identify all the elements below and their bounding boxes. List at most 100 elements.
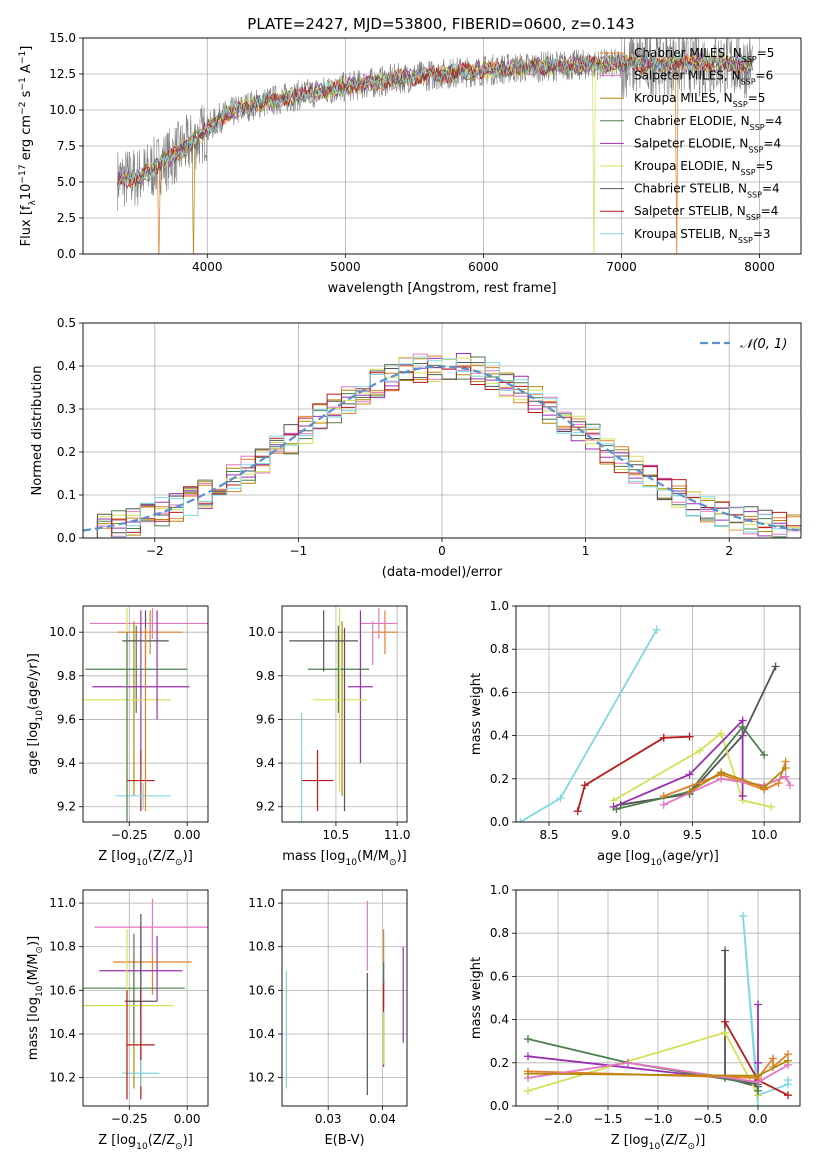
x-tick-label: −0.25 (111, 1112, 148, 1126)
weight-marker (612, 805, 621, 814)
weight-marker (659, 792, 668, 801)
residual-legend: 𝒩(0, 1) (700, 337, 787, 352)
x-axis-label: Z [log10(Z/Z⊙)] (98, 849, 193, 868)
errorbar-point (372, 610, 398, 654)
weight-marker (659, 733, 668, 742)
weight-line (689, 767, 787, 793)
y-axis-label: Flux [fλ10−17 erg cm−2 s−1 A−1] (18, 46, 38, 247)
y-tick-label: 0.0 (57, 247, 76, 261)
y-tick-label: 9.4 (57, 756, 76, 770)
x-tick-label: −1.0 (643, 1112, 672, 1126)
legend-label: Chabrier MILES, NSSP=5 (634, 46, 774, 64)
y-tick-label: 10.6 (49, 983, 76, 997)
plot-area (516, 625, 794, 822)
x-axis-label: Z [log10(Z/Z⊙)] (98, 1133, 193, 1152)
plot-area (285, 900, 404, 1096)
plot-area (524, 911, 792, 1106)
residual-histogram (83, 356, 801, 538)
x-tick-label: 5000 (330, 260, 361, 274)
y-tick-label: 9.2 (57, 800, 76, 814)
x-tick-label: 0 (438, 544, 446, 558)
weight-line (527, 1004, 759, 1084)
weight-marker (781, 764, 790, 772)
x-axis-label: wavelength [Angstrom, rest frame] (328, 281, 557, 296)
x-tick-label: 8.5 (539, 828, 558, 842)
errorbar-point (312, 608, 367, 792)
spectrum-data-line (117, 38, 753, 211)
axes-frame (515, 605, 801, 823)
weight-marker (738, 792, 747, 801)
x-tick-label: −0.5 (693, 1112, 722, 1126)
y-tick-label: 0.6 (490, 969, 509, 983)
weight-marker (524, 1086, 532, 1095)
x-tick-label: 10.5 (323, 828, 350, 842)
plot-area (117, 38, 754, 254)
errorbar-point (301, 750, 334, 812)
panel-mass_vs_ebv: 0.03 0.04 10.2 10.4 10.6 10.8 11.0 E(B-V) (248, 889, 408, 1148)
weight-marker (721, 946, 729, 955)
y-tick-label: 1.0 (490, 883, 509, 897)
legend-label: Kroupa STELIB, NSSP=3 (634, 227, 771, 245)
y-tick-label: 10.8 (248, 940, 275, 954)
axes-frame (82, 605, 209, 823)
y-axis-label: mass [log10(M/M⊙)] (26, 936, 45, 1060)
weight-line (519, 629, 658, 822)
errorbar-point (92, 610, 190, 764)
weight-line (576, 735, 690, 812)
panel-spectrum: 4000 5000 6000 7000 8000 0.0 2.5 5.0 7.5 10.0 12.5… (18, 31, 802, 296)
weight-marker (580, 781, 589, 790)
weight-marker (784, 1076, 792, 1085)
y-axis-label: mass weight (469, 673, 484, 755)
x-tick-label: 1 (582, 544, 590, 558)
weight-line (616, 725, 765, 810)
x-tick-label: 6000 (468, 260, 499, 274)
y-tick-label: 7.5 (57, 139, 76, 153)
axes-frame (281, 605, 408, 823)
plot-area (83, 353, 801, 538)
x-tick-label: −1.5 (593, 1112, 622, 1126)
x-tick-label: 9.5 (683, 828, 702, 842)
weight-marker (717, 729, 726, 738)
errorbar-point (360, 608, 398, 639)
panel-weight_vs_age: 8.5 9.0 9.5 10.0 0.0 0.2 0.4 0.6 0.8 1.0 age [log1… (469, 599, 801, 868)
weight-marker (754, 1000, 762, 1009)
y-tick-label: 10.0 (248, 625, 275, 639)
weight-marker (769, 1054, 777, 1063)
plot-area (83, 608, 208, 822)
legend-label: 𝒩(0, 1) (740, 337, 787, 352)
axes-frame (281, 889, 408, 1107)
x-axis-label: (data-model)/error (382, 565, 503, 580)
weight-marker (721, 1028, 729, 1037)
panel-age_vs_Z: −0.25 0.00 9.2 9.4 9.6 9.8 10.0 Z [log10(Z/Z⊙)]… (26, 605, 209, 868)
y-tick-label: 12.5 (49, 67, 76, 81)
y-tick-label: 1.0 (490, 599, 509, 613)
y-tick-label: 11.0 (49, 896, 76, 910)
spectrum-model-line (117, 52, 754, 189)
y-tick-label: 9.8 (256, 669, 275, 683)
errorbar-point (85, 625, 188, 713)
y-tick-label: 0.4 (57, 359, 76, 373)
normal-curve (83, 365, 799, 532)
axes-frame (82, 322, 802, 539)
weight-marker (685, 732, 694, 741)
legend-label: Chabrier STELIB, NSSP=4 (634, 182, 780, 200)
legend-label: Salpeter STELIB, NSSP=4 (634, 204, 778, 222)
weight-marker (754, 1086, 762, 1095)
weight-marker (760, 751, 769, 760)
weight-marker (784, 1091, 792, 1100)
errorbar-point (122, 1060, 160, 1087)
spectrum-legend: Chabrier MILES, NSSP=5 Salpeter MILES, NS… (600, 46, 782, 244)
weight-line (724, 950, 759, 1096)
figure-title: PLATE=2427, MJD=53800, FIBERID=0600, z=0… (247, 15, 634, 33)
weight-marker (624, 1058, 632, 1067)
x-tick-label: −0.25 (111, 828, 148, 842)
x-tick-label: −2 (146, 544, 164, 558)
errorbar-point (126, 750, 155, 812)
weight-line (527, 1031, 759, 1096)
y-tick-label: 0.0 (490, 1099, 509, 1113)
weight-marker (524, 1052, 532, 1061)
legend-label: Kroupa MILES, NSSP=5 (634, 91, 765, 109)
weight-marker (739, 911, 747, 920)
y-tick-label: 10.8 (49, 940, 76, 954)
